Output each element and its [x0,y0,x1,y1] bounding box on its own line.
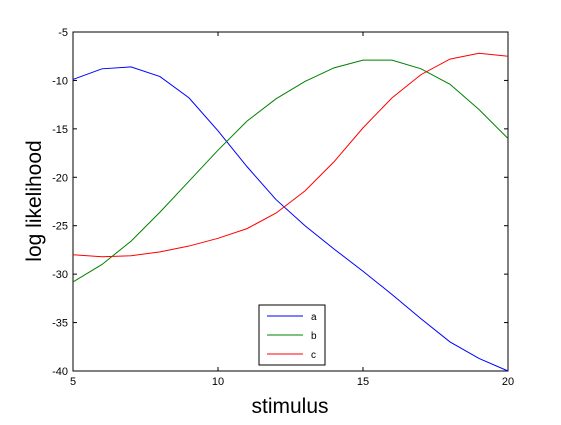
y-tick-label: -25 [52,221,68,233]
y-tick-label: -40 [52,366,68,378]
x-tick-label: 20 [502,376,514,388]
series-line-b [72,59,509,283]
data-series [72,52,509,372]
series-line-c [72,52,509,258]
x-axis-label: stimulus [251,395,328,418]
y-tick-label: -10 [52,75,68,87]
y-tick-label: -20 [52,172,68,184]
x-tick-label: 5 [70,376,76,388]
y-tick-label: -5 [58,27,68,39]
legend-label-c: c [311,350,316,361]
x-tick-label: 15 [357,376,369,388]
y-axis-label: log likelihood [23,140,46,261]
y-tick-label: -30 [52,269,68,281]
axis-ticks: 5 10 15 20 -40 -35 -30 -25 -20 -15 -10 -5 [52,27,514,388]
y-tick-label: -15 [52,124,68,136]
y-tick-label: -35 [52,318,68,330]
legend: abc [258,304,326,366]
x-tick-label: 10 [212,376,224,388]
legend-label-b: b [311,331,317,342]
series-line-a [72,66,509,372]
legend-items: abc [267,312,317,361]
legend-label-a: a [311,312,317,323]
